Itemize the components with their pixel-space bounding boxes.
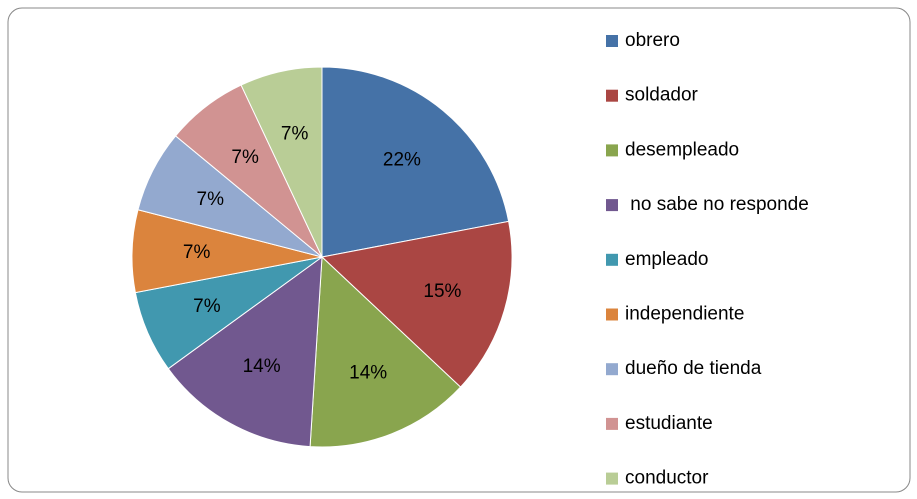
legend-swatch — [606, 89, 618, 102]
pie-slice — [309, 255, 462, 448]
data-label: 15% — [423, 281, 461, 302]
legend-label: desempleado — [625, 139, 739, 160]
data-label: 7% — [231, 147, 259, 168]
legend-label: estudiante — [625, 413, 713, 434]
pie-slice — [321, 66, 510, 258]
data-label: 14% — [243, 356, 281, 377]
legend-label: empleado — [625, 249, 708, 270]
pie-slice — [240, 66, 323, 258]
legend-swatch — [606, 472, 618, 485]
legend-swatch — [606, 199, 618, 212]
legend-label: conductor — [625, 468, 709, 489]
legend-label: obrero — [625, 30, 680, 51]
legend-label: independiente — [625, 304, 744, 325]
data-label: 7% — [183, 242, 211, 263]
pie-slice — [320, 220, 513, 388]
legend-label: dueño de tienda — [625, 358, 762, 379]
legend-swatch — [606, 144, 618, 157]
data-label: 7% — [281, 124, 309, 145]
data-label: 14% — [349, 363, 387, 384]
legend-label: no sabe no responde — [625, 194, 809, 215]
legend-label: soldador — [625, 85, 699, 106]
data-label: 22% — [383, 149, 421, 170]
legend-swatch — [606, 417, 618, 430]
data-label: 7% — [197, 189, 225, 210]
pie-slice — [167, 255, 323, 448]
legend-swatch — [606, 363, 618, 376]
data-label: 7% — [193, 296, 221, 317]
legend-swatch — [606, 308, 618, 321]
legend-swatch — [606, 35, 618, 47]
legend-swatch — [606, 253, 618, 266]
